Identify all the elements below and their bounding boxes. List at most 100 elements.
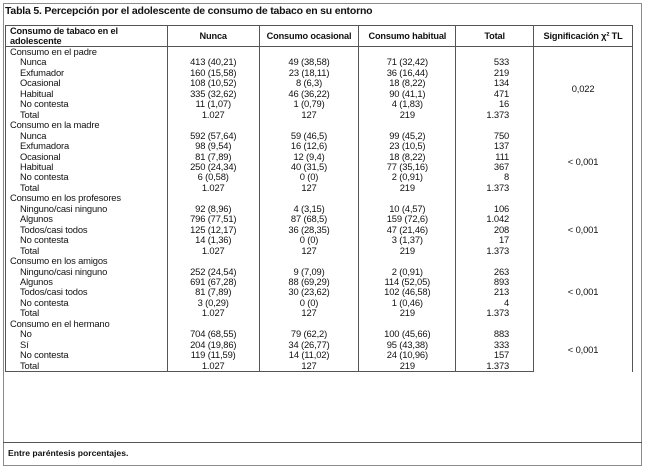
section-label: Consumo en los amigos bbox=[5, 255, 168, 267]
data-row: No contesta 119 (11,59) 14 (11,02) 24 (10,9… bbox=[5, 349, 633, 361]
cell: 1.373 bbox=[455, 109, 535, 121]
section-row: Consumo en los profesores bbox=[5, 192, 633, 204]
row-label: Total bbox=[5, 182, 168, 194]
cell: 137 bbox=[455, 140, 535, 152]
significance: 0,022 bbox=[533, 57, 633, 121]
row-label: Ninguno/casi ninguno bbox=[5, 266, 168, 277]
section-row: Consumo en la madre bbox=[5, 119, 633, 131]
data-row: Todos/casi todos 81 (7,89) 30 (23,62) 102 (… bbox=[5, 286, 633, 298]
section-row: Consumo en el padre bbox=[5, 46, 633, 58]
cell: 127 bbox=[258, 245, 360, 257]
row-label: Ocasional bbox=[5, 151, 168, 162]
table-header: Consumo de tabaco en el adolescente Nunc… bbox=[5, 25, 633, 47]
cell: 1.373 bbox=[455, 245, 535, 257]
table-body: Consumo en el padre Nunca 413 (40,21) 49 (3… bbox=[5, 46, 633, 373]
empty-cell bbox=[533, 318, 633, 330]
data-row: No contesta 6 (0,58) 0 (0) 2 (0,91) 8 bbox=[5, 171, 633, 183]
cell: 219 bbox=[358, 360, 457, 373]
row-label: Ocasional bbox=[5, 77, 168, 89]
data-row: Habitual 335 (32,62) 46 (36,22) 90 (41,1) 47… bbox=[5, 88, 633, 100]
cell: 1.027 bbox=[166, 245, 260, 257]
data-row: Total 1.027 127 219 1.373 bbox=[5, 245, 633, 257]
cell: 1.042 bbox=[455, 213, 535, 225]
empty-cell bbox=[533, 256, 633, 267]
cell: 127 bbox=[258, 360, 360, 373]
row-label: No contesta bbox=[5, 297, 168, 309]
cell: 16 (12,6) bbox=[258, 140, 360, 152]
data-row: Ocasional 81 (7,89) 12 (9,4) 18 (8,22) 111 bbox=[5, 151, 633, 162]
header-cell: Consumo habitual bbox=[358, 25, 457, 47]
cell: 333 bbox=[455, 339, 535, 351]
row-label: No contesta bbox=[5, 171, 168, 183]
data-row: Algunos 796 (77,51) 87 (68,5) 159 (72,6) 1.0… bbox=[5, 213, 633, 225]
row-label: Habitual bbox=[5, 88, 168, 100]
header-cell: Significación χ² TL bbox=[533, 25, 633, 47]
empty-cell bbox=[358, 256, 457, 267]
row-label: Exfumadora bbox=[5, 140, 168, 152]
cell: 213 bbox=[455, 286, 535, 298]
cell: 1.027 bbox=[166, 307, 260, 319]
cell: 219 bbox=[358, 307, 457, 319]
header-cell: Consumo ocasional bbox=[258, 25, 360, 47]
cell: 1.373 bbox=[455, 182, 535, 194]
separator bbox=[3, 442, 642, 443]
data-row: Algunos 691 (67,28) 88 (69,29) 114 (52,05) 8… bbox=[5, 276, 633, 288]
data-row: Total 1.027 127 219 1.373 bbox=[5, 360, 633, 373]
empty-cell bbox=[455, 256, 535, 267]
data-row: No contesta 3 (0,29) 0 (0) 1 (0,46) 4 bbox=[5, 297, 633, 309]
table-title: Tabla 5. Percepción por el adolescente d… bbox=[5, 5, 373, 17]
row-label: Total bbox=[5, 360, 168, 373]
header-row: Consumo de tabaco en el adolescente Nunc… bbox=[5, 25, 633, 47]
data-row: Nunca 592 (57,64) 59 (46,5) 99 (45,2) 750 < 0… bbox=[5, 130, 633, 194]
cell: 4 bbox=[455, 297, 535, 309]
cell: 17 bbox=[455, 234, 535, 246]
row-label: Exfumador bbox=[5, 67, 168, 79]
data-row: Ninguno/casi ninguno 92 (8,96) 4 (3,15) 10 … bbox=[5, 203, 633, 257]
cell: 134 bbox=[455, 77, 535, 89]
cell: 8 bbox=[455, 171, 535, 183]
significance: < 0,001 bbox=[533, 130, 633, 194]
row-label: No contesta bbox=[5, 98, 168, 110]
cell: 893 bbox=[455, 276, 535, 288]
cell: 1.373 bbox=[455, 307, 535, 319]
row-label: No bbox=[5, 328, 168, 340]
empty-cell bbox=[533, 120, 633, 131]
header-cell: Consumo de tabaco en el adolescente bbox=[5, 25, 168, 47]
cell: 219 bbox=[358, 182, 457, 194]
significance: < 0,001 bbox=[533, 266, 633, 319]
row-label: Total bbox=[5, 109, 168, 121]
header-cell: Nunca bbox=[166, 25, 260, 47]
cell: 127 bbox=[258, 307, 360, 319]
cell: 98 (9,54) bbox=[166, 140, 260, 152]
data-row: Todos/casi todos 125 (12,17) 36 (28,35) 47 … bbox=[5, 224, 633, 236]
empty-cell bbox=[166, 256, 260, 267]
row-label: Sí bbox=[5, 339, 168, 351]
data-row: Exfumador 160 (15,58) 23 (18,11) 36 (16,44)… bbox=[5, 67, 633, 79]
cell: 23 (10,5) bbox=[358, 140, 457, 152]
row-label: Nunca bbox=[5, 130, 168, 142]
row-label: Todos/casi todos bbox=[5, 286, 168, 298]
empty-cell bbox=[533, 193, 633, 204]
row-label: Total bbox=[5, 245, 168, 257]
data-row: Total 1.027 127 219 1.373 bbox=[5, 182, 633, 194]
cell: 127 bbox=[258, 109, 360, 121]
row-label: Algunos bbox=[5, 213, 168, 225]
cell: 1.027 bbox=[166, 182, 260, 194]
significance: < 0,001 bbox=[533, 329, 633, 372]
empty-cell bbox=[533, 46, 633, 58]
cell: 219 bbox=[358, 109, 457, 121]
data-row: Ninguno/casi ninguno 252 (24,54) 9 (7,09) 2… bbox=[5, 266, 633, 319]
empty-cell bbox=[258, 256, 360, 267]
row-label: Ninguno/casi ninguno bbox=[5, 203, 168, 215]
cell: 1.027 bbox=[166, 109, 260, 121]
footnote: Entre paréntesis porcentajes. bbox=[8, 448, 129, 458]
data-row: No contesta 11 (1,07) 1 (0,79) 4 (1,83) 16 bbox=[5, 98, 633, 110]
data-row: Exfumadora 98 (9,54) 16 (12,6) 23 (10,5) 137 bbox=[5, 140, 633, 152]
cell: 111 bbox=[455, 151, 535, 162]
row-label: No contesta bbox=[5, 349, 168, 361]
row-label: Total bbox=[5, 307, 168, 319]
cell: 219 bbox=[455, 67, 535, 79]
row-label: Todos/casi todos bbox=[5, 224, 168, 236]
cell: 127 bbox=[258, 182, 360, 194]
